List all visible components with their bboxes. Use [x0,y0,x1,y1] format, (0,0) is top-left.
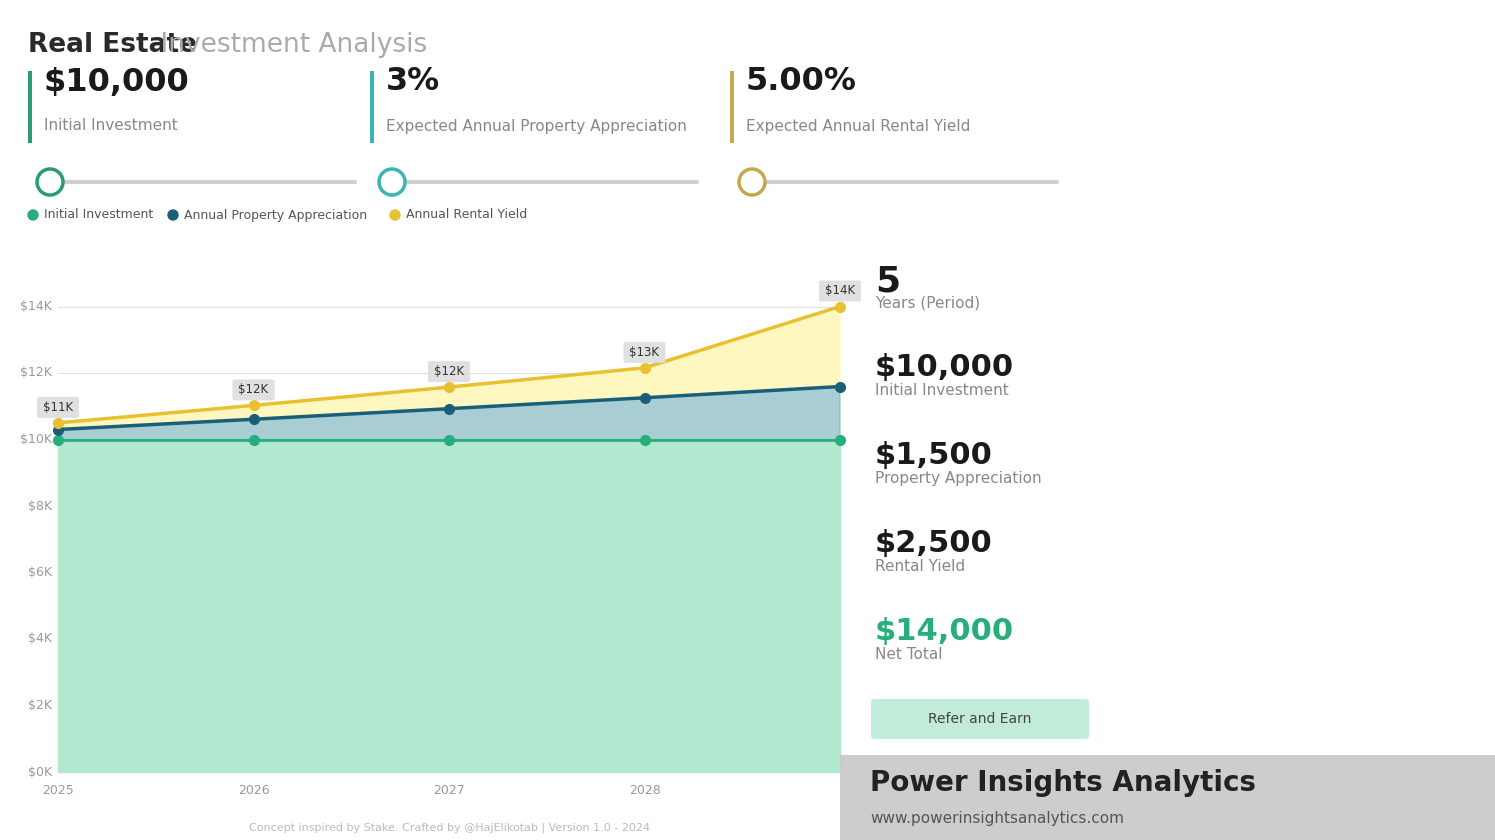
Text: www.powerinsightsanalytics.com: www.powerinsightsanalytics.com [870,811,1124,826]
Text: $10,000: $10,000 [875,353,1014,382]
Text: Initial Investment: Initial Investment [43,118,178,134]
Circle shape [167,210,178,220]
FancyBboxPatch shape [37,396,79,417]
Text: Refer and Earn: Refer and Earn [928,712,1032,726]
Text: $14K: $14K [825,285,855,297]
FancyBboxPatch shape [730,71,734,143]
Text: $14K: $14K [19,300,52,313]
Text: $2,500: $2,500 [875,529,993,558]
Text: Annual Rental Yield: Annual Rental Yield [407,208,528,222]
Text: $11K: $11K [43,401,73,414]
FancyBboxPatch shape [623,342,665,363]
Text: Expected Annual Rental Yield: Expected Annual Rental Yield [746,118,970,134]
Text: $4K: $4K [28,633,52,645]
Circle shape [380,169,405,195]
Text: 5.00%: 5.00% [746,66,857,97]
Text: Real Estate: Real Estate [28,32,197,58]
FancyBboxPatch shape [233,380,275,401]
FancyBboxPatch shape [840,755,1495,840]
Text: $14,000: $14,000 [875,617,1014,646]
Text: Expected Annual Property Appreciation: Expected Annual Property Appreciation [386,118,686,134]
FancyBboxPatch shape [28,71,31,143]
Text: 3%: 3% [386,66,440,97]
Polygon shape [58,386,840,439]
Polygon shape [58,307,840,429]
Text: 2025: 2025 [42,784,73,796]
Circle shape [28,210,37,220]
Text: Annual Property Appreciation: Annual Property Appreciation [184,208,368,222]
Text: 2026: 2026 [238,784,269,796]
Polygon shape [58,439,840,772]
Text: $1,500: $1,500 [875,441,993,470]
Text: $13K: $13K [629,346,659,359]
Text: $12K: $12K [19,366,52,380]
Circle shape [37,169,63,195]
Text: $6K: $6K [28,566,52,579]
Circle shape [739,169,765,195]
Text: Property Appreciation: Property Appreciation [875,471,1042,486]
FancyBboxPatch shape [369,71,374,143]
Text: Net Total: Net Total [875,647,942,662]
Text: $10K: $10K [19,433,52,446]
FancyBboxPatch shape [819,281,861,302]
Text: 2028: 2028 [628,784,661,796]
Text: Concept inspired by Stake. Crafted by @HajElikotab | Version 1.0 - 2024: Concept inspired by Stake. Crafted by @H… [250,822,650,833]
Text: Power Insights Analytics: Power Insights Analytics [870,769,1256,797]
FancyBboxPatch shape [428,361,469,382]
Text: $10,000: $10,000 [43,66,190,97]
Text: Rental Yield: Rental Yield [875,559,966,574]
FancyBboxPatch shape [872,699,1088,739]
Text: Initial Investment: Initial Investment [875,383,1009,398]
Text: $12K: $12K [434,365,463,378]
Text: $2K: $2K [28,699,52,712]
Text: 2027: 2027 [434,784,465,796]
Text: 5: 5 [875,265,900,299]
Text: Years (Period): Years (Period) [875,295,981,310]
Text: $8K: $8K [28,500,52,512]
Text: Initial Investment: Initial Investment [43,208,154,222]
Circle shape [390,210,401,220]
Text: $12K: $12K [238,383,269,396]
Text: Investment Analysis: Investment Analysis [152,32,428,58]
Text: $0K: $0K [28,765,52,779]
